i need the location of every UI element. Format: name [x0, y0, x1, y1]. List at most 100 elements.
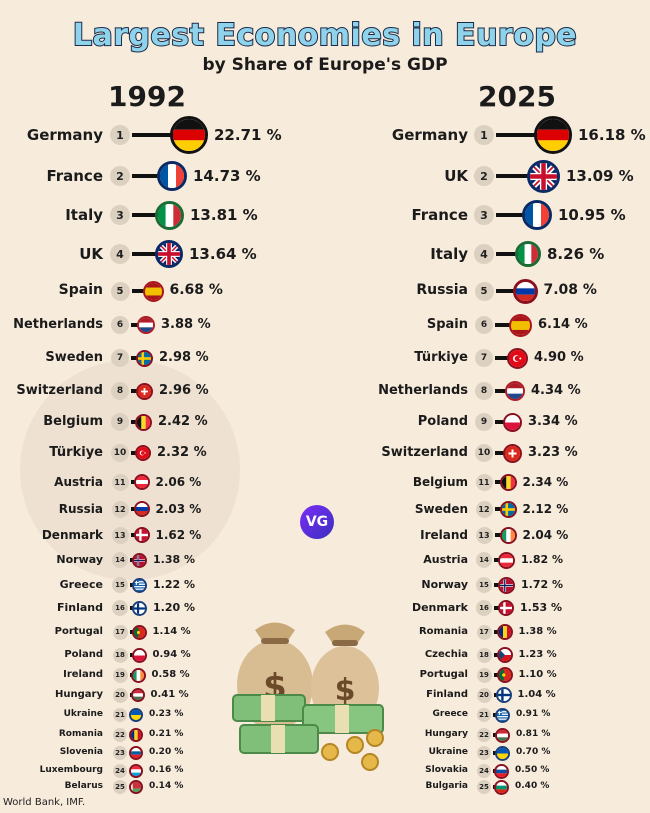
value-bar [495, 356, 511, 360]
vg-logo: VG [300, 505, 334, 539]
value-label-denmark: 1.62 % [155, 527, 202, 542]
rank-badge: 16 [476, 600, 492, 616]
flag-ukraine-icon [129, 708, 143, 722]
country-label-france: France [411, 205, 468, 224]
rank-badge: 24 [477, 764, 491, 778]
rank-badge: 17 [112, 624, 128, 640]
value-label-greece: 0.91 % [516, 709, 551, 720]
country-label-ukraine: Ukraine [428, 747, 468, 758]
country-label-portugal: Portugal [419, 668, 468, 680]
rank-badge: 24 [113, 764, 127, 778]
flag-france-icon [157, 161, 187, 191]
flag-belgium-icon [135, 413, 152, 431]
value-bar [132, 174, 161, 178]
flag-sweden-icon [499, 500, 517, 518]
flag-spain-icon [509, 313, 532, 337]
flag-finland-icon [495, 687, 512, 703]
country-label-austria: Austria [54, 474, 103, 489]
country-label-italy: Italy [65, 205, 103, 224]
rank-badge: 25 [477, 780, 491, 794]
country-label-netherlands: Netherlands [378, 382, 468, 398]
flag-uk-icon [155, 240, 183, 268]
country-label-sweden: Sweden [45, 349, 103, 365]
country-label-greece: Greece [59, 578, 103, 592]
value-label-poland: 3.34 % [528, 413, 578, 429]
flag-switzerland-icon [136, 382, 153, 400]
rank-badge: 6 [475, 316, 493, 334]
value-label-france: 10.95 % [558, 205, 626, 224]
flag-germany-icon [170, 116, 208, 154]
flag-poland-icon [131, 647, 147, 663]
value-label-romania: 0.21 % [149, 729, 184, 740]
value-label-poland: 0.94 % [152, 648, 191, 660]
rank-badge: 4 [474, 244, 494, 264]
value-bar [495, 389, 509, 393]
country-label-poland: Poland [64, 648, 103, 660]
flag-portugal-icon [496, 667, 513, 683]
country-label-hungary: Hungary [424, 729, 468, 740]
country-label-germany: Germany [26, 125, 103, 144]
country-label-finland: Finland [56, 601, 103, 615]
value-label-spain: 6.14 % [538, 316, 588, 332]
flag-greece-icon [495, 707, 510, 723]
rank-badge: 7 [111, 349, 129, 367]
value-label-finland: 1.20 % [153, 601, 195, 615]
country-label-denmark: Denmark [411, 601, 468, 615]
rank-badge: 14 [476, 552, 492, 568]
flag-germany-icon [534, 116, 572, 154]
value-label-portugal: 1.10 % [518, 668, 557, 680]
rank-badge: 18 [112, 647, 128, 663]
rank-badge: 23 [477, 746, 491, 760]
flag-netherlands-icon [505, 381, 525, 401]
value-bar [496, 133, 538, 137]
country-label-finland: Finland [426, 688, 468, 700]
country-label-poland: Poland [417, 413, 468, 429]
rank-badge: 9 [111, 413, 129, 431]
year-2025-heading: 2025 [478, 80, 556, 113]
flag-uk-icon [527, 159, 560, 193]
rank-badge: 21 [477, 708, 491, 722]
country-label-russia: Russia [58, 501, 103, 516]
value-bar [131, 289, 147, 293]
value-label-ukraine: 0.70 % [516, 747, 551, 758]
flag-hungary-icon [495, 727, 510, 743]
rank-badge: 5 [474, 281, 494, 301]
value-label-netherlands: 3.88 % [161, 316, 211, 332]
country-label-portugal: Portugal [54, 625, 103, 637]
value-label-switzerland: 2.96 % [159, 382, 209, 398]
flag-austria-icon [498, 551, 515, 569]
flag-belgium-icon [499, 473, 517, 491]
country-label-germany: Germany [391, 125, 468, 144]
flag-luxembourg-icon [129, 764, 143, 778]
value-bar [496, 213, 526, 217]
value-label-norway: 1.72 % [521, 578, 563, 592]
value-label-belgium: 2.34 % [522, 474, 569, 489]
country-label-belgium: Belgium [412, 474, 468, 489]
value-bar [131, 323, 141, 327]
country-label-romania: Romania [58, 729, 103, 740]
rank-badge: 18 [476, 647, 492, 663]
country-label-sweden: Sweden [414, 501, 468, 516]
flag-finland-icon [132, 600, 147, 616]
rank-badge: 15 [112, 577, 128, 593]
country-label-hungary: Hungary [55, 688, 103, 700]
rank-badge: 12 [111, 500, 129, 518]
rank-badge: 11 [111, 473, 129, 491]
rank-badge: 9 [475, 413, 493, 431]
rank-badge: 3 [110, 205, 130, 225]
rank-badge: 10 [475, 444, 493, 462]
rank-badge: 14 [112, 552, 128, 568]
rank-badge: 20 [112, 687, 128, 703]
rank-badge: 8 [111, 382, 129, 400]
country-label-greece: Greece [432, 709, 468, 720]
country-label-austria: Austria [423, 553, 468, 567]
value-label-hungary: 0.81 % [516, 729, 551, 740]
value-label-russia: 2.03 % [155, 501, 202, 516]
flag-hungary-icon [130, 688, 145, 702]
rank-badge: 1 [110, 125, 130, 145]
rank-badge: 8 [475, 382, 493, 400]
country-label-uk: UK [79, 244, 103, 263]
flag-netherlands-icon [137, 316, 155, 334]
flag-ukraine-icon [495, 745, 510, 761]
country-label-slovenia: Slovenia [59, 747, 103, 758]
